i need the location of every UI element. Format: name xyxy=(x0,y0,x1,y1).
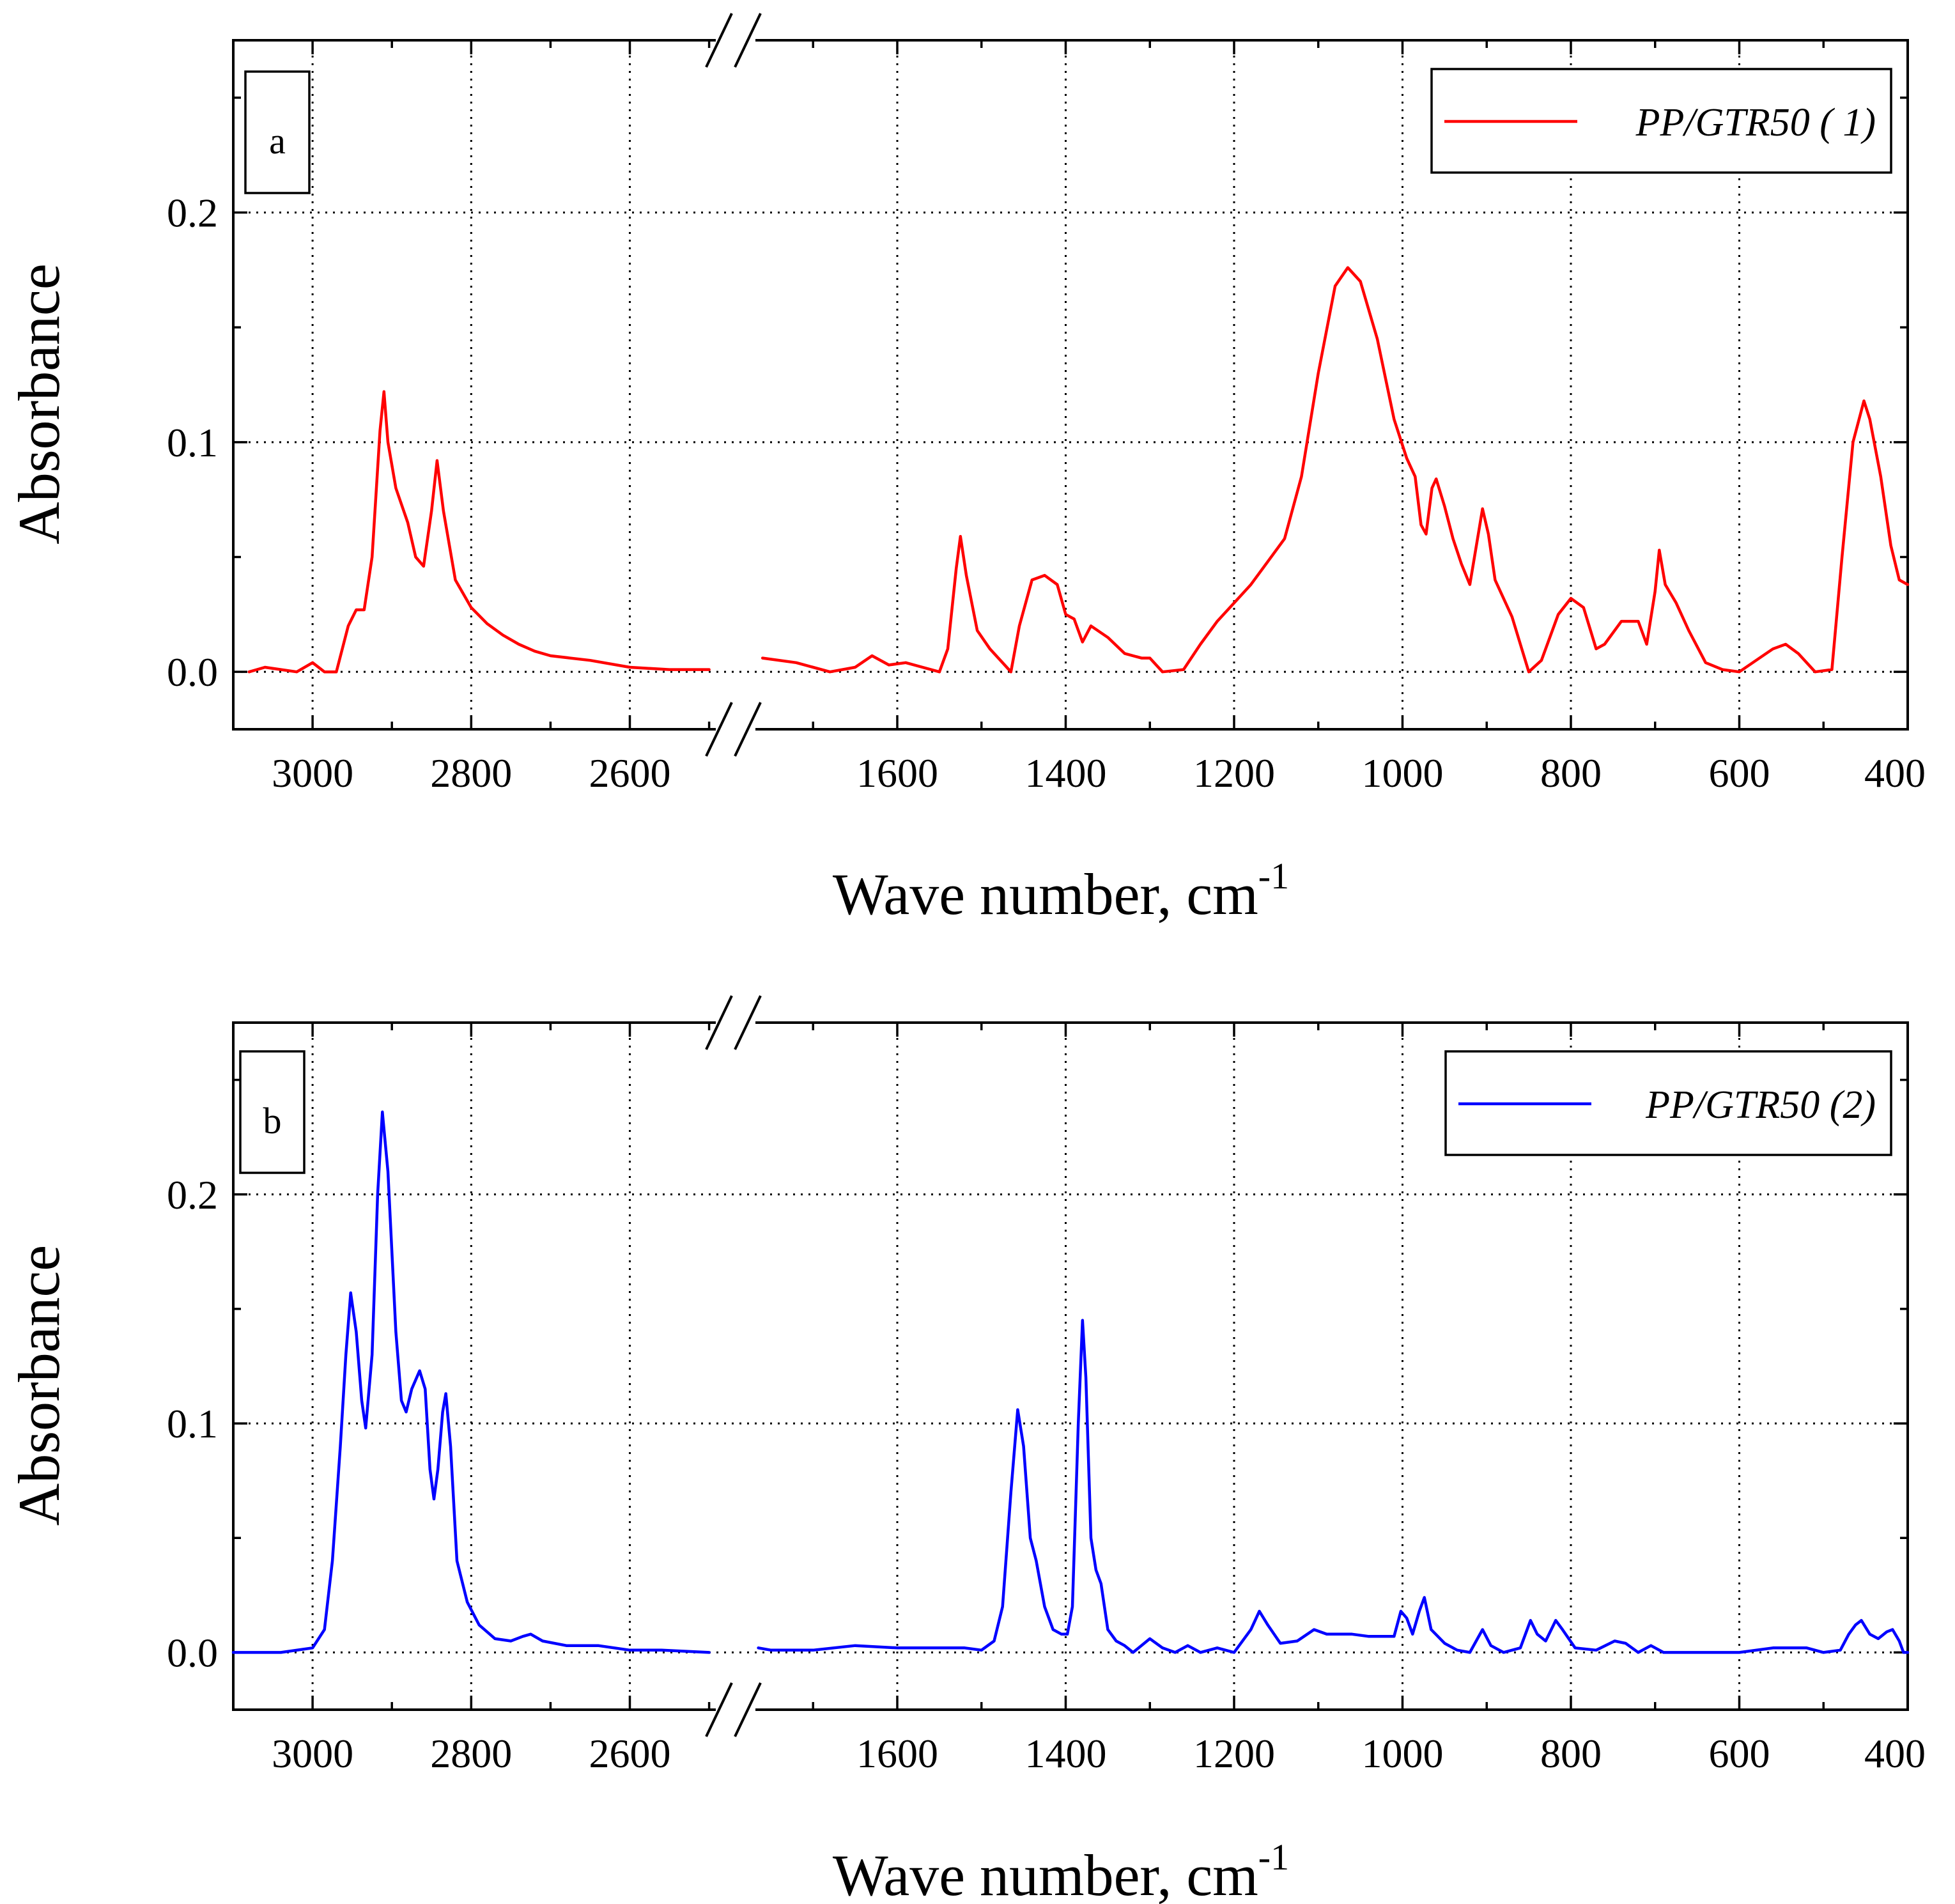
legend-box xyxy=(1444,1050,1892,1156)
x-axis-title-text: Wave number, cm xyxy=(833,862,1258,927)
x-tick-label: 1200 xyxy=(1193,750,1275,796)
axis-break-mark xyxy=(705,995,733,1050)
x-tick-label: 1400 xyxy=(1024,1731,1106,1776)
x-tick-label: 1000 xyxy=(1361,1731,1443,1776)
y-tick-label: 0.1 xyxy=(167,420,218,465)
x-tick-label: 2600 xyxy=(589,750,670,796)
x-tick-label: 3000 xyxy=(272,750,353,796)
legend-label: PP/GTR50 (2) xyxy=(1645,1083,1876,1127)
x-tick-label: 1600 xyxy=(856,750,938,796)
y-axis-title: Absorbance xyxy=(6,263,72,544)
x-tick-label: 1600 xyxy=(856,1731,938,1776)
x-tick-label: 600 xyxy=(1708,1731,1770,1776)
x-axis-title-text: Wave number, cm xyxy=(833,1843,1258,1904)
plot-frame xyxy=(232,1021,1909,1711)
series-line-segment xyxy=(757,1319,1910,1654)
x-tick-label: 800 xyxy=(1540,750,1602,796)
x-tick-label: 1400 xyxy=(1024,750,1106,796)
x-tick-label: 600 xyxy=(1708,750,1770,796)
x-tick-label: 3000 xyxy=(272,1731,353,1776)
y-tick-label: 0.0 xyxy=(167,1630,218,1675)
x-tick-label: 1200 xyxy=(1193,1731,1275,1776)
series-line-segment xyxy=(247,390,711,674)
x-tick-label: 2600 xyxy=(589,1731,670,1776)
y-tick-label: 0.2 xyxy=(167,190,218,236)
x-tick-label: 400 xyxy=(1864,750,1926,796)
series-line-segment xyxy=(231,1110,711,1654)
panel-label-box xyxy=(244,70,311,194)
y-tick-label: 0.1 xyxy=(167,1401,218,1446)
legend-label: PP/GTR50 ( 1) xyxy=(1635,101,1876,144)
x-axis-title: Wave number, cm-1 xyxy=(833,855,1289,927)
x-tick-label: 2800 xyxy=(430,1731,512,1776)
axis-break-mark xyxy=(734,995,762,1050)
panel-label: b xyxy=(263,1100,282,1142)
x-tick-label: 400 xyxy=(1864,1731,1926,1776)
x-axis-title-superscript: -1 xyxy=(1258,1836,1289,1878)
series-line-segment xyxy=(761,266,1910,674)
axis-break-mark xyxy=(734,702,762,757)
axis-break-mark xyxy=(705,13,733,68)
axis-break-mark xyxy=(705,1682,733,1737)
x-axis-title: Wave number, cm-1 xyxy=(833,1836,1289,1904)
y-tick-label: 0.0 xyxy=(167,649,218,695)
panel-label: a xyxy=(269,120,286,162)
panel-label-box xyxy=(239,1050,305,1174)
x-tick-label: 800 xyxy=(1540,1731,1602,1776)
axis-break-mark xyxy=(734,13,762,68)
x-tick-label: 2800 xyxy=(430,750,512,796)
chart-panel-a: 0.0 0.1 0.2 3000 2800 2600 1600 1400 1200 1000 800… xyxy=(6,13,1926,927)
plot-frame xyxy=(232,39,1909,731)
chart-panel-b: 0.0 0.1 0.2 3000 2800 2600 1600 1400 1200 1000 800… xyxy=(6,995,1926,1904)
axis-break-mark xyxy=(705,702,733,757)
y-axis-title: Absorbance xyxy=(6,1245,72,1526)
axis-break-mark xyxy=(734,1682,762,1737)
y-tick-label: 0.2 xyxy=(167,1172,218,1218)
x-tick-label: 1000 xyxy=(1361,750,1443,796)
x-axis-title-superscript: -1 xyxy=(1258,855,1289,897)
